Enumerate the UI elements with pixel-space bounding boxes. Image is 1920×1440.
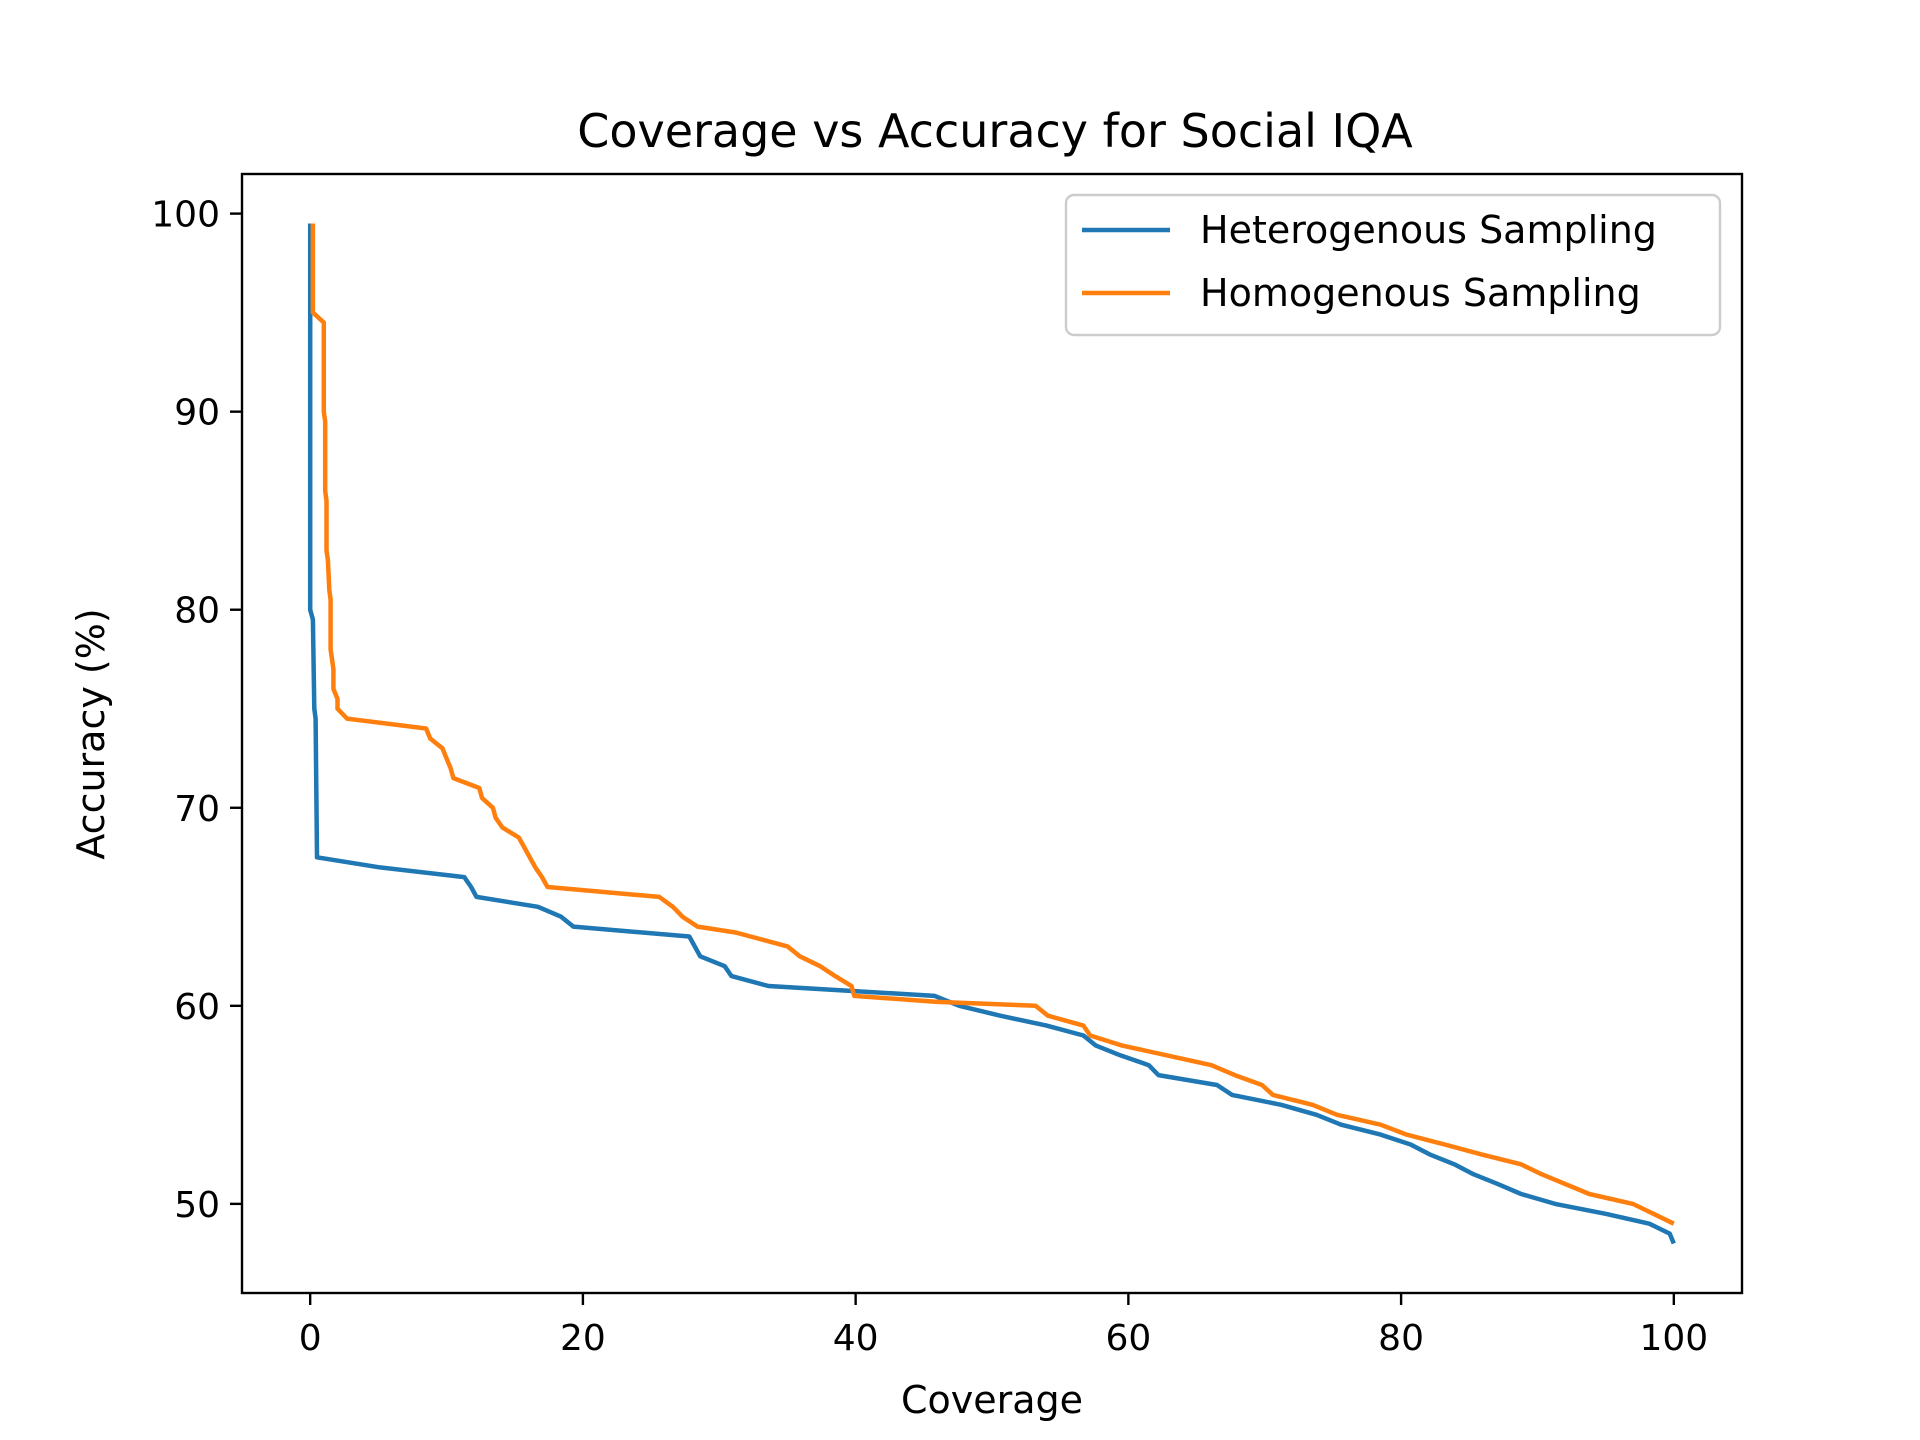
x-tick-label: 0	[299, 1318, 322, 1359]
plot-frame	[240, 172, 1744, 1295]
chart-title: Coverage vs Accuracy for Social IQA	[577, 104, 1413, 158]
y-axis: 50 60 70 80 90 100	[151, 195, 242, 1226]
legend-label-homogenous: Homogenous Sampling	[1200, 271, 1641, 315]
x-axis-label: Coverage	[901, 1378, 1083, 1422]
x-axis: 0 20 40 60 80 100	[299, 1293, 1708, 1359]
legend-label-heterogenous: Heterogenous Sampling	[1200, 208, 1657, 252]
legend: Heterogenous Sampling Homogenous Samplin…	[1064, 193, 1722, 337]
x-tick-label: 20	[560, 1318, 606, 1359]
y-tick-label: 70	[174, 789, 220, 830]
series-line-homogenous	[310, 223, 1675, 1226]
y-tick-label: 50	[174, 1185, 220, 1226]
y-axis-label: Accuracy (%)	[69, 608, 113, 859]
y-tick-label: 100	[151, 195, 220, 236]
x-tick-label: 80	[1378, 1318, 1424, 1359]
y-tick-label: 90	[174, 393, 220, 434]
x-tick-label: 60	[1105, 1318, 1151, 1359]
y-tick-label: 80	[174, 591, 220, 632]
x-tick-label: 40	[833, 1318, 879, 1359]
y-tick-label: 60	[174, 987, 220, 1028]
legend-box	[1064, 193, 1722, 337]
series-line-heterogenous	[307, 223, 1676, 1245]
x-tick-label: 100	[1639, 1318, 1708, 1359]
plot-lines	[307, 223, 1676, 1245]
